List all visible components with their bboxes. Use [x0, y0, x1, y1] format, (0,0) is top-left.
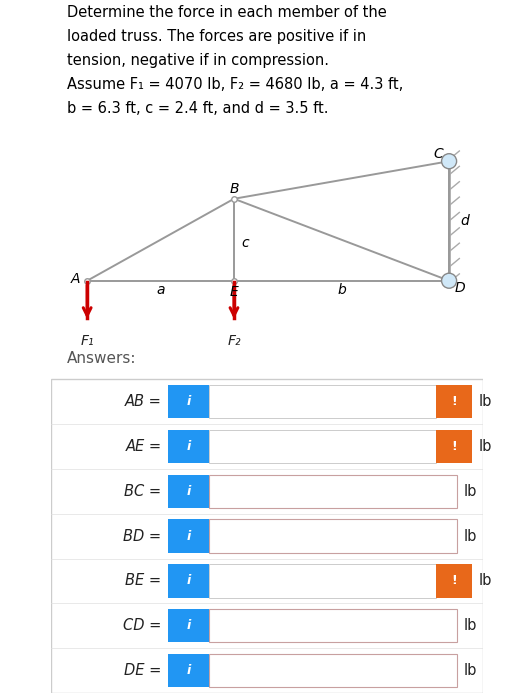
Text: i: i [187, 664, 191, 677]
Text: C: C [433, 147, 443, 161]
Text: b = 6.3 ft, c = 2.4 ft, and d = 3.5 ft.: b = 6.3 ft, c = 2.4 ft, and d = 3.5 ft. [67, 101, 328, 116]
Text: c: c [241, 236, 249, 250]
Bar [168, 430, 209, 463]
Text: lb: lb [479, 439, 492, 454]
Text: i: i [187, 395, 191, 408]
Text: BE =: BE = [125, 573, 161, 589]
Bar [209, 430, 436, 463]
Text: i: i [187, 440, 191, 453]
Text: E: E [230, 285, 238, 299]
Text: lb: lb [479, 394, 492, 410]
Text: i: i [187, 530, 191, 542]
Bar [209, 654, 457, 687]
FancyBboxPatch shape [51, 379, 483, 693]
Bar [168, 475, 209, 508]
Text: tension, negative if in compression.: tension, negative if in compression. [67, 53, 329, 68]
Bar [168, 564, 209, 598]
Text: lb: lb [464, 618, 477, 634]
Text: lb: lb [464, 663, 477, 678]
Text: i: i [187, 485, 191, 498]
Text: loaded truss. The forces are positive if in: loaded truss. The forces are positive if… [67, 29, 366, 44]
Text: D: D [455, 281, 465, 295]
Text: BC =: BC = [124, 484, 161, 499]
Bar [168, 609, 209, 643]
Text: !: ! [451, 395, 457, 408]
Bar [209, 564, 436, 598]
Text: F₁: F₁ [80, 334, 94, 348]
Text: Assume F₁ = 4070 lb, F₂ = 4680 lb, a = 4.3 ft,: Assume F₁ = 4070 lb, F₂ = 4680 lb, a = 4… [67, 77, 403, 92]
Text: lb: lb [464, 528, 477, 544]
Circle shape [442, 273, 456, 288]
Text: lb: lb [479, 573, 492, 589]
Bar [436, 564, 472, 598]
Text: DE =: DE = [124, 663, 161, 678]
Text: CD =: CD = [123, 618, 161, 634]
Text: AB =: AB = [124, 394, 161, 410]
Bar [168, 519, 209, 553]
Text: Answers:: Answers: [67, 351, 136, 366]
Text: Determine the force in each member of the: Determine the force in each member of th… [67, 5, 387, 20]
Text: a: a [156, 284, 165, 298]
Bar [209, 385, 436, 419]
Text: B: B [229, 182, 238, 196]
Text: AE =: AE = [125, 439, 161, 454]
Text: lb: lb [464, 484, 477, 499]
Text: !: ! [451, 440, 457, 453]
Text: d: d [460, 214, 469, 228]
Bar [209, 475, 457, 508]
Bar [168, 654, 209, 687]
Bar [209, 609, 457, 643]
Text: i: i [187, 620, 191, 632]
Text: A: A [70, 272, 80, 286]
Text: b: b [337, 284, 346, 298]
Text: !: ! [451, 575, 457, 587]
Bar [436, 430, 472, 463]
Circle shape [442, 154, 456, 169]
Bar [209, 519, 457, 553]
Bar [168, 385, 209, 419]
Text: BD =: BD = [123, 528, 161, 544]
Bar [436, 385, 472, 419]
Text: F₂: F₂ [227, 334, 241, 348]
Text: i: i [187, 575, 191, 587]
